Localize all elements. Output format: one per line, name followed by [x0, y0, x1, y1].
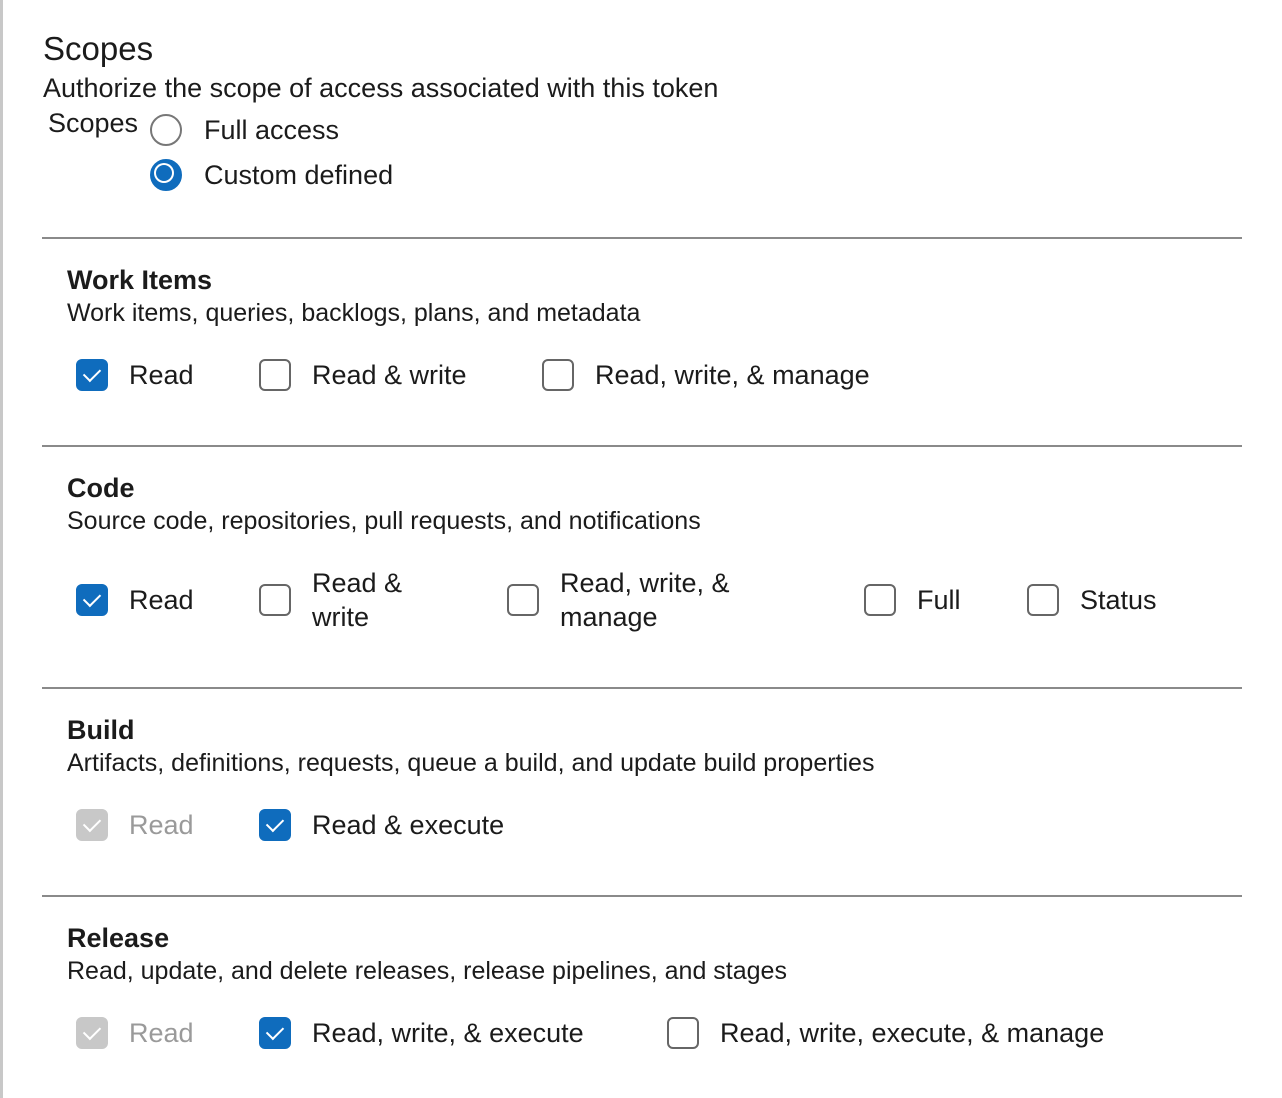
build-checkbox-read: Read: [76, 808, 194, 842]
page-subtitle: Authorize the scope of access associated…: [43, 73, 719, 103]
code-checkbox-full[interactable]: Full: [864, 583, 961, 617]
section-divider: [42, 895, 1242, 897]
build-description: Artifacts, definitions, requests, queue …: [67, 749, 875, 777]
checkbox-label: Read & execute: [312, 810, 505, 840]
page-title: Scopes: [43, 30, 154, 67]
checkmark-icon: [76, 809, 108, 841]
work-items-title: Work Items: [67, 265, 213, 295]
checkmark-icon: [76, 1017, 108, 1049]
radio-custom-defined[interactable]: Custom defined: [150, 159, 393, 191]
checkbox-label: Read, write, & execute: [312, 1018, 584, 1048]
checkbox-label: Read, write, execute, & manage: [720, 1018, 1105, 1048]
scopes-label: Scopes: [48, 108, 139, 138]
checkmark-icon: [76, 584, 108, 616]
checkbox-label: Read & write: [312, 568, 403, 632]
checkbox-icon: [507, 584, 539, 616]
code-checkbox-read-write[interactable]: Read & write: [259, 566, 422, 634]
section-divider: [42, 445, 1242, 447]
work-items-checkbox-read[interactable]: Read: [76, 358, 194, 392]
checkmark-icon: [259, 1017, 291, 1049]
release-checkbox-read: Read: [76, 1016, 194, 1050]
checkbox-icon: [259, 584, 291, 616]
checkbox-icon: [542, 359, 574, 391]
build-title: Build: [67, 715, 135, 745]
checkbox-icon: [667, 1017, 699, 1049]
release-title: Release: [67, 923, 170, 953]
work-items-checkbox-read-write-manage[interactable]: Read, write, & manage: [542, 358, 870, 392]
section-divider: [42, 237, 1242, 239]
release-checkbox-read-write-execute-manage[interactable]: Read, write, execute, & manage: [667, 1016, 1104, 1050]
release-description: Read, update, and delete releases, relea…: [67, 957, 787, 985]
checkbox-label: Read: [129, 1018, 194, 1048]
code-checkbox-status[interactable]: Status: [1027, 583, 1157, 617]
code-description: Source code, repositories, pull requests…: [67, 507, 701, 535]
checkbox-icon: [259, 359, 291, 391]
code-title: Code: [67, 473, 135, 503]
section-divider: [42, 687, 1242, 689]
radio-label: Full access: [204, 114, 340, 145]
checkbox-label: Read, write, & manage: [560, 568, 730, 632]
radio-label: Custom defined: [204, 159, 394, 190]
checkbox-label: Read: [129, 360, 194, 390]
checkbox-label: Read: [129, 810, 194, 840]
work-items-description: Work items, queries, backlogs, plans, an…: [67, 299, 641, 327]
checkbox-label: Read: [129, 585, 194, 615]
radio-full-access[interactable]: Full access: [150, 114, 339, 146]
build-checkbox-read-execute[interactable]: Read & execute: [259, 808, 504, 842]
radio-circle-icon: [150, 114, 182, 146]
code-checkbox-read[interactable]: Read: [76, 583, 194, 617]
left-border: [0, 0, 3, 1098]
release-checkbox-read-write-execute[interactable]: Read, write, & execute: [259, 1016, 584, 1050]
work-items-checkbox-read-write[interactable]: Read & write: [259, 358, 467, 392]
checkbox-icon: [1027, 584, 1059, 616]
radio-selected-icon: [150, 159, 182, 191]
checkbox-label: Read, write, & manage: [595, 360, 870, 390]
checkbox-label: Full: [917, 585, 961, 615]
checkmark-icon: [259, 809, 291, 841]
checkbox-label: Read & write: [312, 360, 467, 390]
code-checkbox-read-write-manage[interactable]: Read, write, & manage: [507, 566, 760, 634]
checkbox-icon: [864, 584, 896, 616]
checkbox-label: Status: [1080, 585, 1157, 615]
checkmark-icon: [76, 359, 108, 391]
